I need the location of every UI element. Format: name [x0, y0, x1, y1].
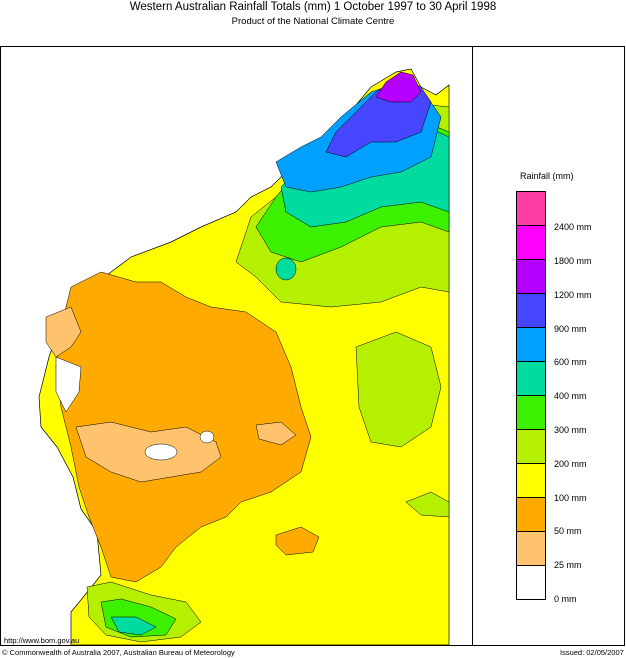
legend-label-900: 900 mm — [554, 324, 587, 334]
zone-50-100-south — [275, 526, 320, 556]
zone-200-300-east — [355, 331, 442, 448]
legend-label-200: 200 mm — [554, 459, 587, 469]
legend-label-1200: 1200 mm — [554, 290, 592, 300]
zone-0-25-spot1 — [144, 443, 178, 461]
zone-50-100 — [55, 271, 312, 583]
map-subtitle: Product of the National Climate Centre — [231, 16, 395, 27]
zone-25-50-spot — [255, 421, 297, 446]
legend-swatch-9 — [516, 498, 546, 532]
map-title: Western Australian Rainfall Totals (mm) … — [129, 1, 497, 13]
legend-swatch-1 — [516, 226, 546, 260]
legend-swatch-3 — [516, 294, 546, 328]
zone-200-300-southeast — [405, 491, 450, 518]
legend-label-0: 0 mm — [554, 594, 577, 604]
zone-25-50-west — [45, 306, 82, 358]
legend-label-2400: 2400 mm — [554, 222, 592, 232]
legend-swatch-2 — [516, 260, 546, 294]
legend-label-1800: 1800 mm — [554, 256, 592, 266]
legend-label-600: 600 mm — [554, 357, 587, 367]
zone-400-600-southwest — [110, 616, 157, 636]
legend-label-100: 100 mm — [554, 493, 587, 503]
rainfall-map — [38, 68, 450, 645]
legend-swatch-11 — [516, 566, 546, 600]
legend-title: Rainfall (mm) — [520, 171, 574, 181]
legend-label-300: 300 mm — [554, 425, 587, 435]
map-frame — [0, 46, 625, 646]
footer-copyright: © Commonwealth of Australia 2007, Austra… — [2, 648, 235, 657]
legend-swatch-0 — [516, 191, 546, 226]
zone-0-25-coast — [55, 356, 82, 413]
zone-400-600-spot — [275, 257, 297, 281]
legend-swatch-5 — [516, 362, 546, 396]
legend-swatch-6 — [516, 396, 546, 430]
legend-swatch-8 — [516, 464, 546, 498]
legend-label-25: 25 mm — [554, 560, 582, 570]
legend-label-400: 400 mm — [554, 391, 587, 401]
legend-label-50: 50 mm — [554, 526, 582, 536]
footer-issued: Issued: 02/05/2007 — [560, 648, 624, 657]
legend-colorbar — [516, 191, 546, 600]
legend-divider — [472, 46, 473, 646]
footer-url[interactable]: http://www.bom.gov.au — [4, 636, 80, 645]
legend-swatch-7 — [516, 430, 546, 464]
legend-swatch-4 — [516, 328, 546, 362]
zone-1200-1800 — [375, 71, 422, 103]
legend-swatch-10 — [516, 532, 546, 566]
zone-0-25-spot2 — [199, 430, 215, 444]
